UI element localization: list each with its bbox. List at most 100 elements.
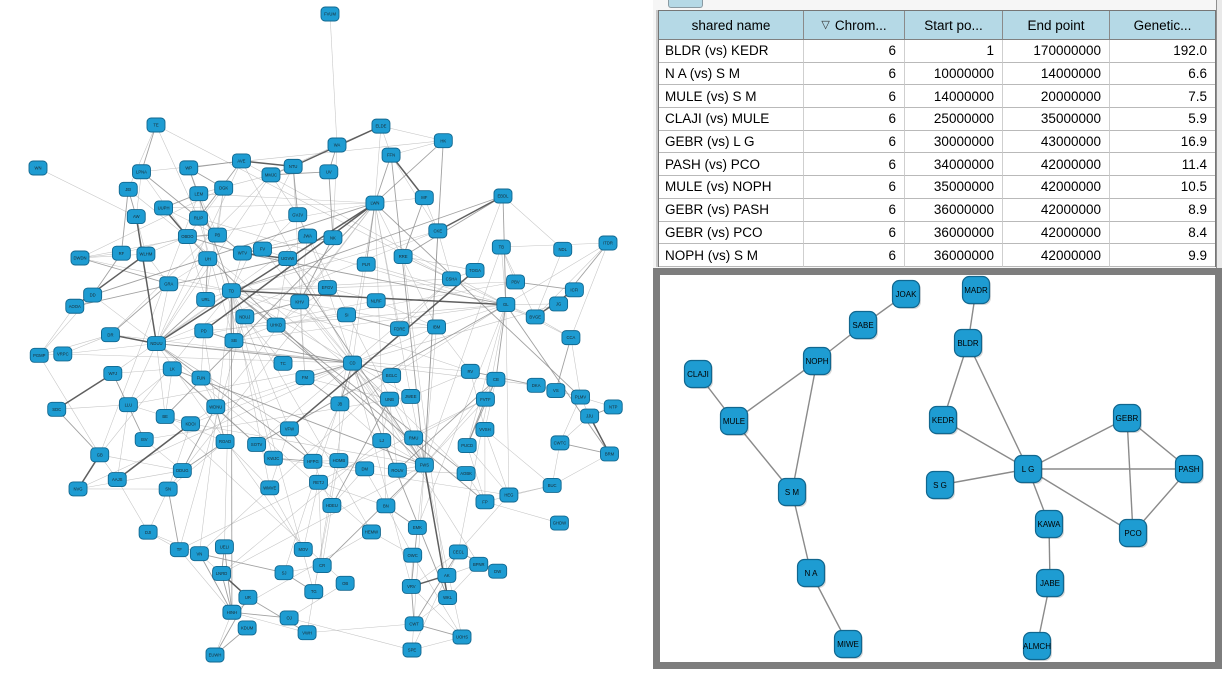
detail-network-node-miwe[interactable]: MIWE xyxy=(835,631,864,660)
overview-network-node[interactable]: CCA xyxy=(562,331,580,345)
overview-network-node[interactable]: CKE xyxy=(429,224,447,238)
overview-network-node[interactable]: LWN xyxy=(366,196,384,210)
overview-network-node[interactable]: EMK xyxy=(408,520,426,534)
detail-network-node-s-g[interactable]: S G xyxy=(927,472,956,501)
overview-network-node[interactable]: TG xyxy=(305,585,323,599)
overview-network-node[interactable]: EUWH xyxy=(206,648,224,662)
overview-network-node[interactable]: PGMP xyxy=(30,348,48,362)
overview-network-node[interactable]: WTV xyxy=(233,246,251,260)
table-cell[interactable]: 43000000 xyxy=(1003,131,1110,154)
overview-network-node[interactable]: VS xyxy=(547,384,565,398)
table-cell[interactable]: 6 xyxy=(804,222,905,245)
overview-network-node[interactable]: DW xyxy=(489,564,507,578)
overview-network-node[interactable]: TC xyxy=(274,356,292,370)
overview-network-node[interactable]: SB xyxy=(225,334,243,348)
overview-network-node[interactable]: UELI xyxy=(215,540,233,554)
overview-network-node[interactable]: BE xyxy=(156,409,174,423)
overview-network-node[interactable]: DD xyxy=(84,288,102,302)
overview-network-node[interactable]: DM xyxy=(356,462,374,476)
table-cell[interactable]: 6 xyxy=(804,131,905,154)
overview-network-node[interactable]: WA xyxy=(328,138,346,152)
table-cell[interactable]: 6.6 xyxy=(1110,63,1215,86)
overview-network-node[interactable]: NDL xyxy=(554,242,572,256)
overview-network-canvas[interactable]: FVUMWATEWNDWDNEUWHSPEITDRUOHSWFJCKEGRAAA… xyxy=(0,0,653,669)
overview-network-node[interactable]: UGVW xyxy=(279,252,297,266)
overview-network-node[interactable]: UH xyxy=(199,252,217,266)
overview-network-node[interactable]: RLIP xyxy=(190,211,208,225)
overview-network-node[interactable]: SOTV xyxy=(248,437,266,451)
overview-network-node[interactable]: EFGV xyxy=(318,281,336,295)
detail-network-node-sabe[interactable]: SABE xyxy=(850,312,879,341)
overview-network-node[interactable]: AK xyxy=(438,568,456,582)
table-cell[interactable]: 7.5 xyxy=(1110,85,1215,108)
overview-network-node[interactable]: GRA xyxy=(160,277,178,291)
overview-network-node[interactable]: EBDL xyxy=(494,189,512,203)
column-header-start-po-[interactable]: Start po... xyxy=(905,11,1003,39)
overview-network-node[interactable]: OB xyxy=(336,576,354,590)
table-cell[interactable]: 14000000 xyxy=(1003,63,1110,86)
overview-network-node[interactable]: KDUM xyxy=(238,621,256,635)
detail-network-node-n-a[interactable]: N A xyxy=(798,560,827,589)
table-cell[interactable]: 11.4 xyxy=(1110,153,1215,176)
overview-network-node[interactable]: ROAD xyxy=(216,435,234,449)
overview-network-node[interactable]: UNB xyxy=(380,392,398,406)
detail-network-edge[interactable] xyxy=(1028,418,1127,469)
detail-network-edge[interactable] xyxy=(792,361,817,492)
overview-network-node[interactable]: HEMW xyxy=(362,525,380,539)
table-cell[interactable]: 8.9 xyxy=(1110,199,1215,222)
table-cell[interactable]: PASH (vs) PCO xyxy=(659,153,804,176)
table-cell[interactable]: 20000000 xyxy=(1003,85,1110,108)
overview-network-node[interactable]: KWJC xyxy=(264,451,282,465)
overview-network-node[interactable]: NVG xyxy=(69,482,87,496)
table-cell[interactable]: 42000000 xyxy=(1003,199,1110,222)
table-cell[interactable]: 36000000 xyxy=(905,199,1003,222)
overview-network-node[interactable]: NK xyxy=(324,231,342,245)
column-header-chrom-[interactable]: ▽Chrom... xyxy=(804,11,905,39)
detail-network-node-madr[interactable]: MADR xyxy=(963,277,992,306)
overview-network-node[interactable]: NTP xyxy=(604,400,622,414)
table-cell[interactable]: 10.5 xyxy=(1110,176,1215,199)
table-cell[interactable]: BLDR (vs) KEDR xyxy=(659,40,804,63)
overview-network-node[interactable]: WKL xyxy=(439,591,457,605)
table-cell[interactable]: 6 xyxy=(804,153,905,176)
table-cell[interactable]: 6 xyxy=(804,176,905,199)
overview-network-node[interactable]: HK xyxy=(434,134,452,148)
overview-network-node[interactable]: JJU xyxy=(581,409,599,423)
detail-network-node-almch[interactable]: ALMCH xyxy=(1023,633,1052,662)
overview-network-node[interactable]: DGK xyxy=(215,181,233,195)
overview-network-node[interactable]: UHKD xyxy=(267,318,285,332)
overview-network-node[interactable]: OBDO xyxy=(178,230,196,244)
table-cell[interactable]: 36000000 xyxy=(905,244,1003,267)
table-cell[interactable]: 10000000 xyxy=(905,63,1003,86)
overview-network-node[interactable]: UR xyxy=(239,590,257,604)
vertical-scrollbar-track[interactable] xyxy=(1216,0,1222,268)
detail-network-node-l-g[interactable]: L G xyxy=(1015,456,1044,485)
overview-network-node[interactable]: OJ xyxy=(280,611,298,625)
overview-network-node[interactable]: UV xyxy=(320,165,338,179)
overview-network-node[interactable]: MF xyxy=(415,191,433,205)
overview-network-node[interactable]: TD xyxy=(222,284,240,298)
table-cell[interactable]: 34000000 xyxy=(905,153,1003,176)
overview-network-node[interactable]: PB xyxy=(208,228,226,242)
overview-network-node[interactable]: RRE xyxy=(394,250,412,264)
overview-network-node[interactable]: AAJS xyxy=(108,473,126,487)
overview-network-node[interactable]: ROUV xyxy=(388,463,406,477)
overview-network-node[interactable]: CWTC xyxy=(551,436,569,450)
overview-network-node[interactable]: PD xyxy=(195,324,213,338)
overview-network-node[interactable]: BGLC xyxy=(383,369,401,383)
overview-network-node[interactable]: WDNU xyxy=(207,400,225,414)
detail-network-edge[interactable] xyxy=(1127,418,1133,533)
overview-network-node[interactable]: BRM xyxy=(600,447,618,461)
overview-network-node[interactable]: PLMV xyxy=(572,390,590,404)
table-cell[interactable]: MULE (vs) S M xyxy=(659,85,804,108)
detail-network-node-pco[interactable]: PCO xyxy=(1120,520,1149,549)
overview-network-node[interactable]: VFW xyxy=(280,422,298,436)
detail-network-node-kedr[interactable]: KEDR xyxy=(930,407,959,436)
detail-network-node-bldr[interactable]: BLDR xyxy=(955,330,984,359)
overview-network-node[interactable]: BPNR xyxy=(470,557,488,571)
overview-network-node[interactable]: HFPG xyxy=(304,454,322,468)
overview-network-node[interactable]: RETJ xyxy=(310,475,328,489)
table-cell[interactable]: 6 xyxy=(804,63,905,86)
